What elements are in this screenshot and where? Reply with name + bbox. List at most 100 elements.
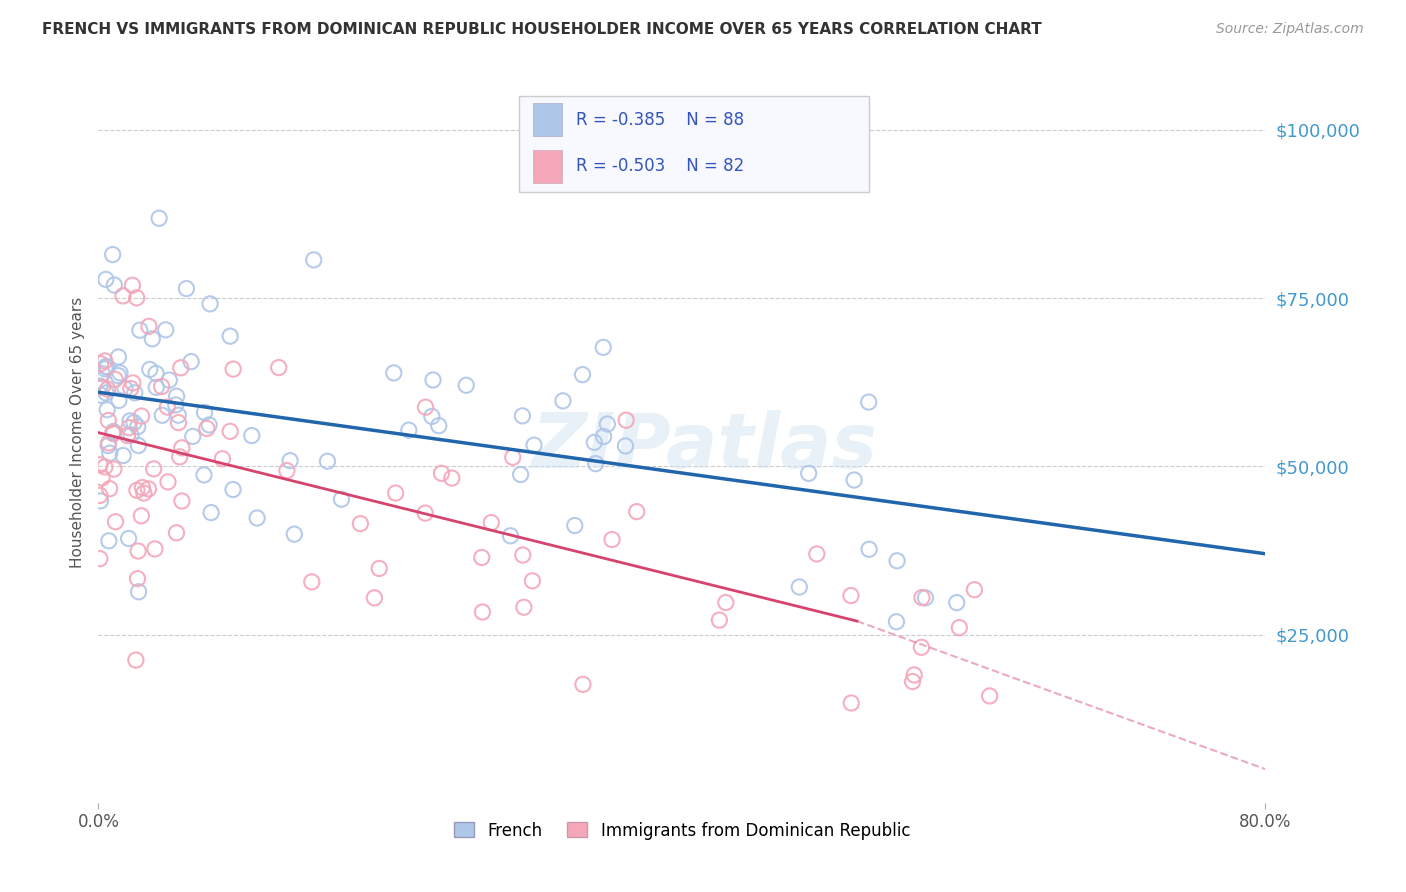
Point [125, 653, 148, 667]
Point [858, 542, 880, 557]
Point [145, 367, 167, 381]
Point [89, 551, 111, 566]
FancyBboxPatch shape [519, 95, 869, 192]
Point [600, 533, 623, 547]
Point [471, 605, 494, 619]
Point [901, 674, 924, 689]
Point [128, 584, 150, 599]
Point [142, 462, 165, 476]
Point [910, 640, 932, 655]
Point [104, 515, 127, 529]
Point [117, 428, 139, 442]
Point [193, 405, 215, 419]
Point [413, 506, 436, 520]
Point [118, 420, 141, 434]
Point [89, 379, 111, 393]
Point [415, 400, 437, 414]
Point [886, 554, 908, 568]
Point [90, 388, 112, 402]
Point [384, 486, 406, 500]
Point [117, 532, 139, 546]
Point [839, 589, 862, 603]
Point [180, 354, 202, 368]
Point [301, 574, 323, 589]
Point [94, 359, 117, 374]
Point [211, 451, 233, 466]
Point [127, 438, 149, 452]
Point [596, 417, 619, 431]
Point [97, 439, 120, 453]
Point [89, 488, 111, 502]
Point [806, 547, 828, 561]
Point [94, 459, 117, 474]
Point [903, 668, 925, 682]
Point [368, 561, 391, 575]
Point [513, 600, 536, 615]
Point [128, 323, 150, 337]
Point [108, 366, 131, 380]
Point [170, 441, 193, 455]
Point [330, 492, 353, 507]
Point [98, 482, 121, 496]
Point [219, 425, 242, 439]
Point [148, 211, 170, 226]
Point [155, 323, 177, 337]
Point [945, 596, 967, 610]
Point [471, 550, 494, 565]
Point [709, 613, 731, 627]
Point [169, 450, 191, 464]
Point [98, 446, 121, 460]
Point [131, 508, 153, 523]
Point [509, 467, 531, 482]
Text: Source: ZipAtlas.com: Source: ZipAtlas.com [1216, 22, 1364, 37]
Point [97, 382, 120, 396]
Point [222, 483, 245, 497]
Point [132, 486, 155, 500]
Point [363, 591, 385, 605]
Point [198, 417, 221, 432]
Point [90, 357, 112, 371]
Point [107, 368, 129, 383]
Point [167, 409, 190, 423]
Point [131, 409, 153, 423]
Point [181, 429, 204, 443]
Point [911, 591, 934, 605]
Point [94, 354, 117, 368]
Point [844, 473, 866, 487]
Point [440, 471, 463, 485]
Point [398, 423, 420, 437]
Point [456, 378, 478, 392]
Point [512, 409, 534, 423]
Point [107, 350, 129, 364]
Point [96, 359, 118, 374]
Legend: French, Immigrants from Dominican Republic: French, Immigrants from Dominican Republ… [447, 815, 917, 847]
Point [614, 413, 637, 427]
Point [246, 511, 269, 525]
Point [170, 494, 193, 508]
Point [122, 416, 145, 430]
Point [120, 382, 142, 396]
Point [522, 574, 544, 588]
Point [127, 572, 149, 586]
Point [143, 541, 166, 556]
Point [499, 529, 522, 543]
Point [222, 362, 245, 376]
Point [420, 409, 443, 424]
Point [97, 435, 120, 450]
Point [165, 398, 187, 412]
Point [797, 467, 820, 481]
Point [564, 518, 586, 533]
Point [858, 395, 880, 409]
Point [512, 548, 534, 562]
Point [114, 382, 136, 396]
Point [572, 677, 595, 691]
Point [150, 379, 173, 393]
Point [193, 467, 215, 482]
Point [430, 467, 453, 481]
Point [170, 360, 193, 375]
Point [886, 615, 908, 629]
Point [121, 376, 143, 390]
Point [127, 419, 149, 434]
Point [121, 278, 143, 293]
Point [124, 385, 146, 400]
